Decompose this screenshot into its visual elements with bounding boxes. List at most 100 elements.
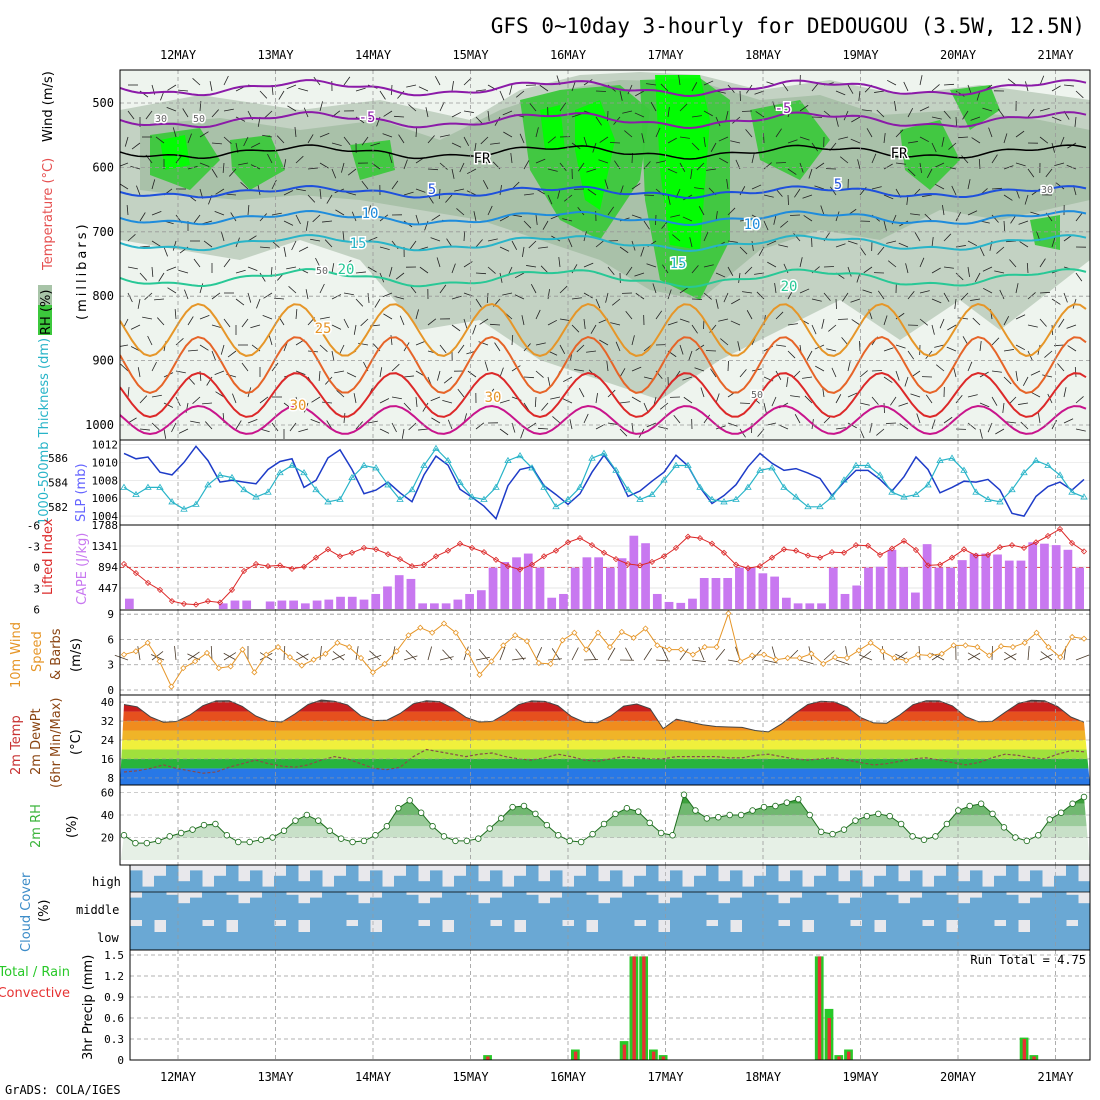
wind-barb [799, 257, 803, 268]
wind-barb [127, 266, 138, 270]
wind-barb [821, 318, 825, 329]
wind-barb [754, 90, 765, 95]
wind-barb [259, 246, 270, 249]
wind10-point [535, 659, 542, 667]
li-point [996, 544, 1004, 551]
rh2m-point [177, 829, 185, 837]
cloud-high [322, 886, 335, 892]
li-point [552, 547, 560, 554]
wind10-barb [1039, 653, 1053, 661]
wind-barb [991, 337, 1000, 346]
wind-barb [247, 419, 258, 424]
wind-barb [131, 142, 141, 150]
wind-barb [399, 315, 405, 326]
wind-barb [703, 292, 712, 300]
rh2m-point [669, 832, 676, 839]
wind-barb [298, 428, 309, 433]
rh2m-point [806, 811, 813, 819]
wind-barb [979, 428, 983, 439]
wind10-point [855, 647, 862, 654]
cloud-high [670, 870, 683, 892]
rh2m-point [875, 810, 882, 818]
wind-barb [439, 101, 445, 112]
cape-bar [606, 567, 615, 609]
precip-conv-bar [573, 1051, 578, 1060]
wind10-barb [355, 646, 359, 661]
wind-barb [820, 205, 825, 216]
wind-barb [124, 136, 129, 147]
cloud-middle [454, 892, 467, 920]
cape-tick: 447 [98, 582, 118, 595]
thickness-tick: 586 [48, 452, 68, 465]
wind-barb [583, 136, 588, 147]
wind-barb [643, 376, 654, 380]
cloud-middle [130, 897, 143, 920]
cloud-low [430, 920, 443, 950]
cape-bar [371, 593, 381, 609]
wind-barb [631, 214, 642, 219]
wind-barb [1015, 162, 1026, 167]
precip-conv-bar [827, 1018, 831, 1060]
wind-barb [1027, 324, 1038, 328]
wind-barb [982, 287, 993, 294]
wind-barb [1003, 349, 1014, 352]
wind-barb [172, 240, 177, 251]
wind-barb [304, 402, 309, 413]
wind-barb [931, 298, 942, 304]
wind-barb [415, 126, 418, 138]
wind-barb [659, 402, 669, 410]
wind-barb [811, 298, 822, 302]
li-point [480, 549, 488, 556]
cloud-low [790, 920, 803, 950]
wind-barb [214, 370, 225, 375]
wind-barb [942, 205, 945, 216]
wind-barb [703, 231, 709, 242]
wind-barb [211, 324, 222, 329]
cape-bar [570, 567, 580, 609]
li-point [1044, 532, 1052, 540]
wind-barb [931, 419, 936, 430]
cloud-middle [418, 903, 431, 920]
wind10-point [369, 669, 376, 676]
cloud-low [982, 920, 995, 950]
cloud-low [598, 920, 611, 950]
wind-barb [175, 338, 184, 346]
wind-barb [457, 388, 465, 398]
wind-barb [537, 427, 549, 430]
rh2m-point [417, 809, 425, 816]
rh2m-point [509, 803, 516, 811]
wind10-barb [763, 659, 778, 664]
thickness-point [204, 481, 212, 488]
rh2m-point [897, 820, 905, 828]
wind10-barb [835, 659, 850, 665]
wind-barb [220, 231, 225, 242]
wind-barb [187, 316, 194, 326]
temp2m-grid [120, 695, 1090, 785]
li-point [156, 586, 164, 593]
wind-barb [298, 246, 309, 252]
wind-barb [211, 109, 219, 118]
wind-barb [241, 362, 249, 372]
wind-barb [430, 396, 441, 402]
temp-band [120, 721, 1090, 731]
wind-barb [247, 205, 250, 216]
wind-barb [535, 127, 539, 138]
wind-barb [307, 194, 316, 203]
wind-barb [907, 350, 915, 360]
wind-barb [250, 142, 261, 148]
cloud-high [910, 870, 923, 892]
wind-barb [643, 402, 649, 413]
wind10-barb [1075, 654, 1090, 661]
rh2m-point [406, 797, 413, 804]
rh2m-point [966, 802, 973, 810]
wind-barb [229, 168, 237, 177]
cloud-middle [922, 892, 935, 920]
wind-barb [151, 422, 160, 431]
wind-barb [137, 298, 141, 309]
wind-barb [598, 159, 609, 164]
cape-bar [1063, 549, 1073, 609]
precip-conv-bar [642, 956, 646, 1060]
wind-barb [919, 257, 925, 268]
cloud-middle [730, 897, 743, 920]
wind-barb [319, 344, 328, 352]
